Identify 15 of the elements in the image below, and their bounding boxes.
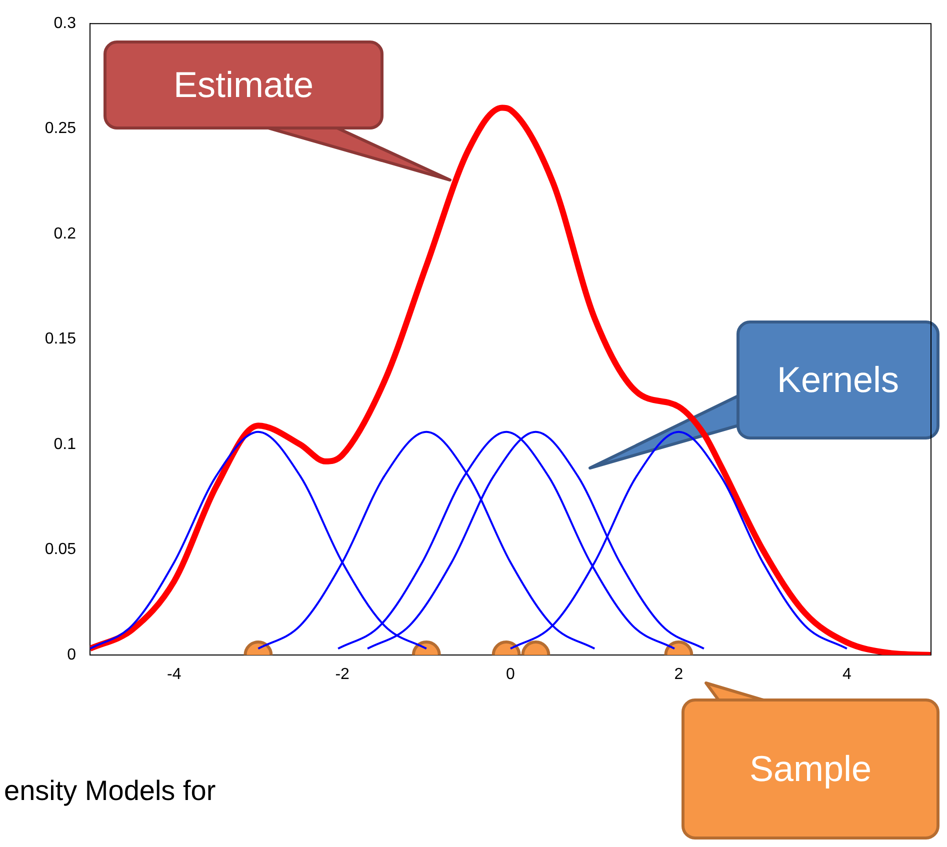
- y-tick-label: 0.2: [54, 225, 76, 242]
- annotation: Estimate: [173, 64, 314, 105]
- x-tick-label: -2: [335, 666, 350, 684]
- y-tick-label: 0.1: [54, 436, 76, 453]
- text: ensity Models for: [4, 775, 216, 807]
- x-tick-label: -4: [166, 666, 182, 684]
- y-tick-label: 0.25: [44, 120, 76, 138]
- speech-bubble: Estimate: [102, 39, 453, 183]
- y-tick-label: 0.05: [44, 541, 76, 558]
- speech-bubble: Kernels: [587, 319, 941, 471]
- annotation: Kernels: [776, 359, 900, 400]
- x-tick-label: 0: [506, 666, 516, 684]
- y-tick-label: 0: [67, 646, 76, 664]
- y-tick-label: 0.3: [54, 15, 76, 32]
- y-tick-label: 0.15: [44, 330, 76, 348]
